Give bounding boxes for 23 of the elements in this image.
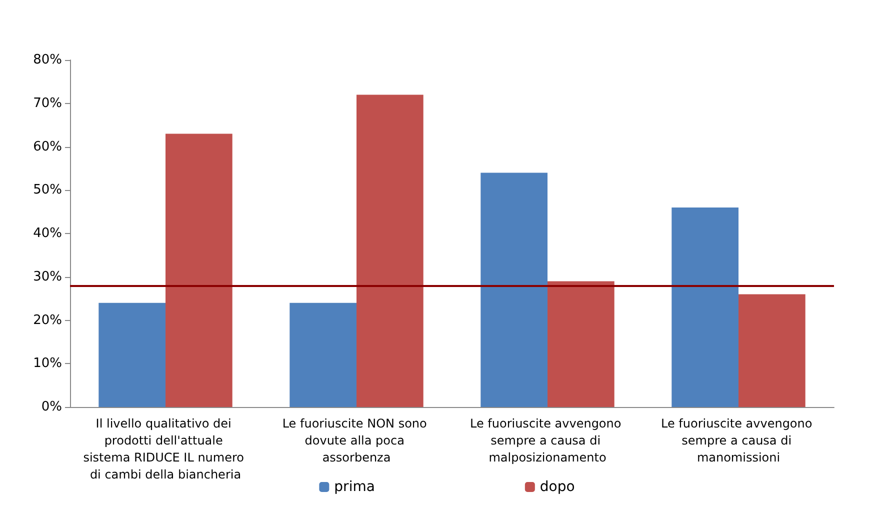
legend-label: dopo (540, 479, 575, 495)
x-tick-label: Le fuoriuscite NON sono dovute alla poca assorbenza (282, 416, 431, 464)
x-tick-label: Le fuoriuscite avvengono sempre a causa di malposizionamento (470, 416, 626, 464)
x-tick-label: Le fuoriuscite avvengono sempre a causa di manomissioni (660, 416, 816, 464)
y-tick-label: 60% (33, 139, 62, 154)
x-tick-label: Il livello qualitativo dei prodotti dell'attuale sistema RIDUCE IL numero di cambi della biancheria (83, 416, 248, 482)
legend-label: prima (334, 479, 375, 495)
y-tick-label: 80% (33, 52, 62, 68)
bar (166, 134, 232, 407)
bar (98, 302, 166, 407)
y-tick-label: 40% (33, 226, 62, 241)
bar (548, 281, 614, 407)
bar (672, 207, 738, 407)
y-tick-label: 30% (33, 269, 62, 284)
bar (738, 294, 806, 407)
y-tick-label: 10% (33, 356, 62, 372)
y-tick-label: 50% (33, 182, 62, 198)
bar (356, 94, 424, 407)
bar (480, 172, 548, 407)
bar (290, 302, 356, 407)
y-tick-label: 70% (33, 96, 62, 111)
y-tick-label: 0% (41, 400, 62, 414)
y-tick-label: 20% (33, 312, 62, 328)
